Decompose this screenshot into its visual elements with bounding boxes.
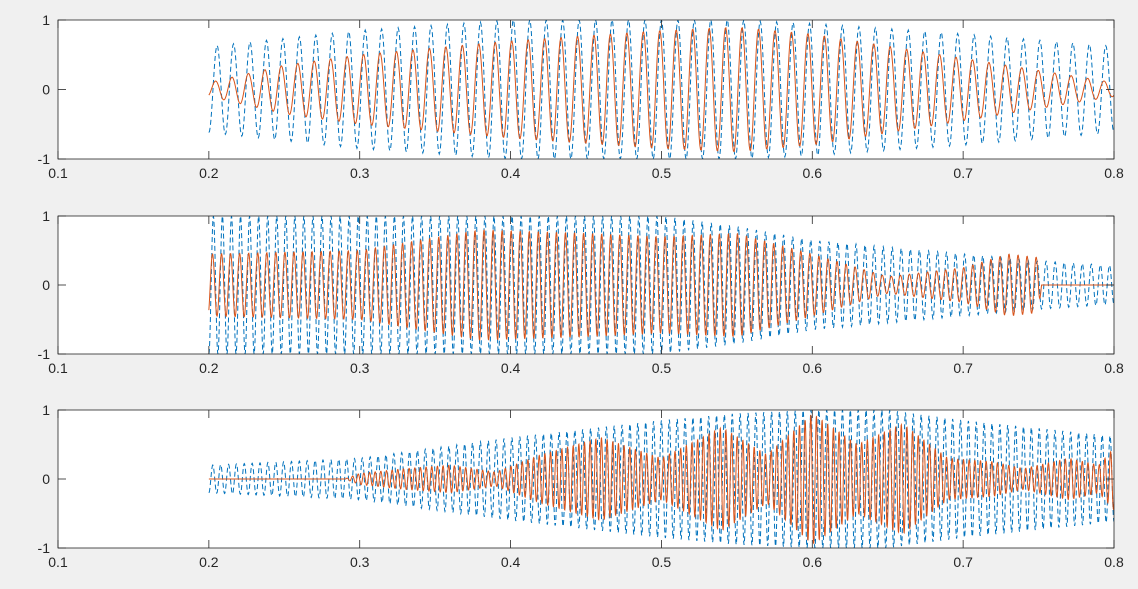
x-tick-label: 0.7	[953, 554, 973, 570]
x-tick-label: 0.3	[350, 360, 370, 376]
x-tick-label: 0.6	[803, 165, 823, 181]
x-tick-label: 0.4	[501, 554, 521, 570]
y-tick-label: -1	[38, 151, 51, 167]
x-tick-label: 0.2	[199, 360, 219, 376]
solid-series-line	[208, 229, 1114, 341]
y-tick-label: 0	[42, 471, 50, 487]
x-tick-label: 0.3	[350, 554, 370, 570]
y-tick-label: 1	[42, 208, 50, 224]
y-tick-label: 1	[42, 402, 50, 418]
x-tick-label: 0.1	[48, 165, 68, 181]
x-tick-label: 0.5	[652, 165, 672, 181]
subplot-1: 0.1 0.2 0.3 0.4 0.5 0.6 0.7 0.8 -1 0 1	[38, 12, 1124, 181]
x-tick-label: 0.5	[652, 554, 672, 570]
x-tick-label: 0.6	[803, 360, 823, 376]
subplot-3: 0.1 0.2 0.3 0.4 0.5 0.6 0.7 0.8 -1 0 1	[38, 402, 1124, 570]
y-tick-label: 0	[42, 82, 50, 98]
y-tick-label: 0	[42, 277, 50, 293]
x-tick-label: 0.7	[953, 165, 973, 181]
solid-series-line	[208, 414, 1114, 545]
x-tick-label: 0.1	[48, 360, 68, 376]
subplot-2: 0.1 0.2 0.3 0.4 0.5 0.6 0.7 0.8 -1 0 1	[38, 208, 1124, 376]
dashed-series-line	[208, 410, 1114, 548]
x-tick-label: 0.8	[1104, 165, 1124, 181]
y-tick-label: -1	[38, 540, 51, 556]
x-tick-label: 0.4	[501, 360, 521, 376]
y-tick-label: -1	[38, 346, 51, 362]
dashed-series-line	[208, 20, 1114, 159]
x-tick-label: 0.5	[652, 360, 672, 376]
x-tick-label: 0.8	[1104, 554, 1124, 570]
x-tick-label: 0.4	[501, 165, 521, 181]
y-tick-label: 1	[42, 12, 50, 28]
plot-area	[58, 20, 1114, 159]
x-tick-label: 0.2	[199, 554, 219, 570]
x-tick-label: 0.1	[48, 554, 68, 570]
x-tick-label: 0.7	[953, 360, 973, 376]
x-tick-label: 0.6	[803, 554, 823, 570]
x-tick-label: 0.2	[199, 165, 219, 181]
x-tick-label: 0.8	[1104, 360, 1124, 376]
solid-series-line	[208, 26, 1114, 153]
x-tick-label: 0.3	[350, 165, 370, 181]
